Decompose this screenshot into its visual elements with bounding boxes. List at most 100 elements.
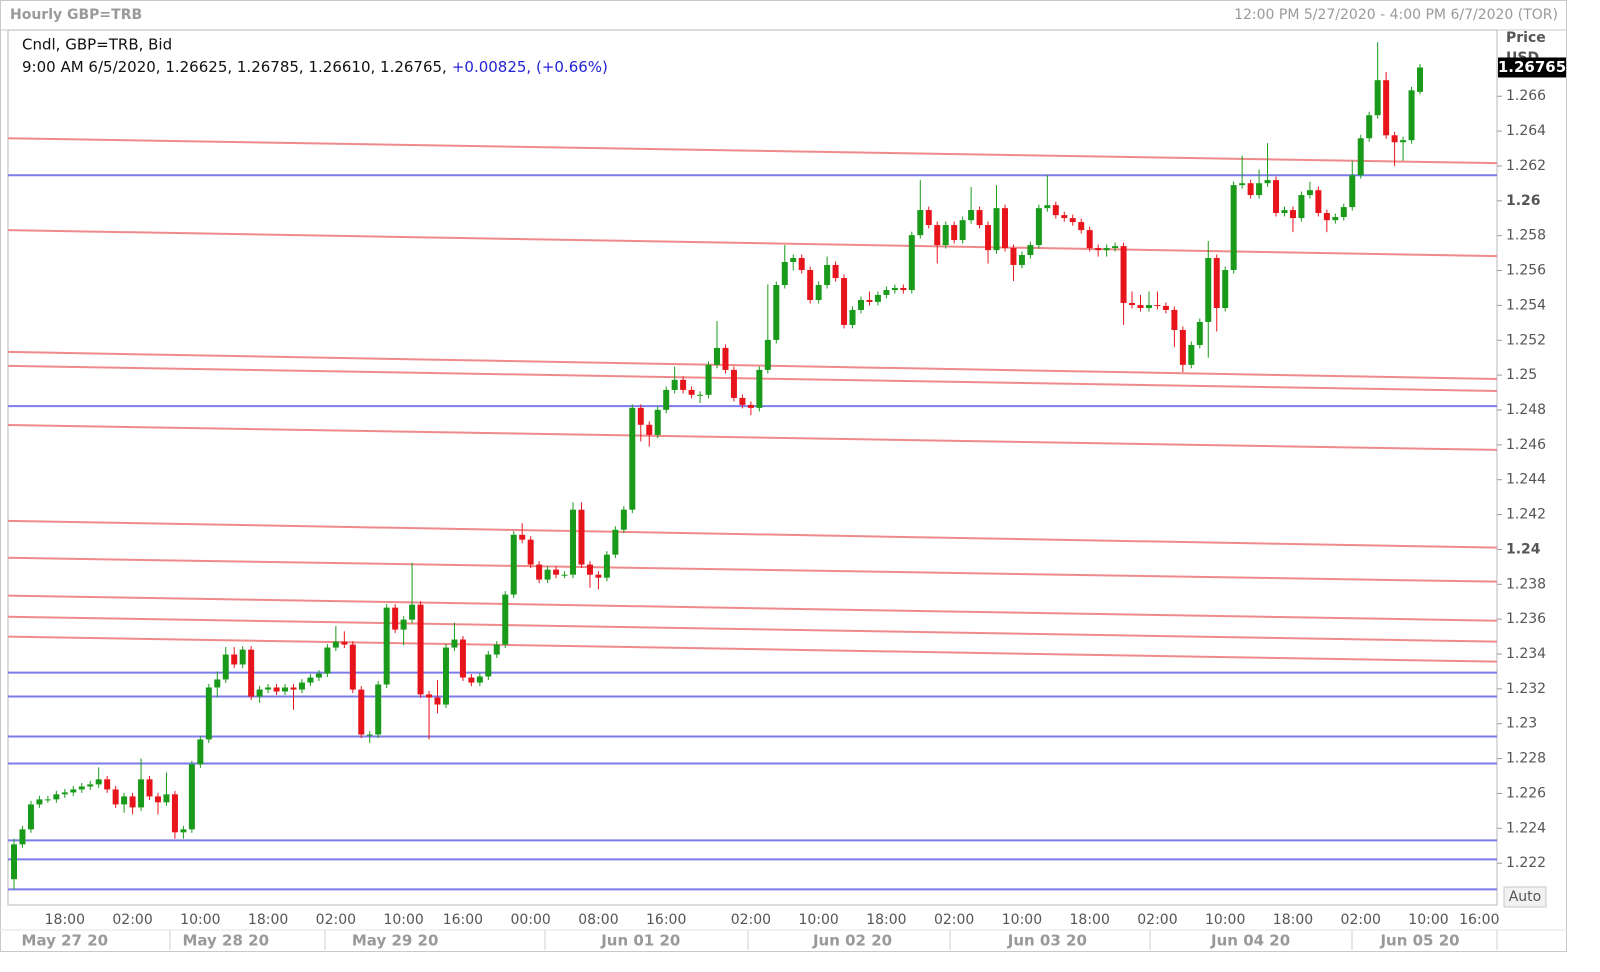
- candle-body: [908, 235, 915, 291]
- candle-body: [730, 369, 737, 398]
- candle-body: [231, 654, 238, 665]
- y-axis-label: Price: [1506, 30, 1546, 46]
- candle-body: [1357, 138, 1364, 176]
- candle-body: [1035, 208, 1042, 246]
- candle-body: [629, 407, 636, 510]
- candle-body: [824, 264, 831, 286]
- trendline: [7, 350, 1498, 380]
- candle-body: [578, 509, 585, 565]
- candle-body: [798, 257, 805, 271]
- candle-body: [993, 208, 1000, 251]
- range-label: 12:00 PM 5/27/2020 - 4:00 PM 6/7/2020 (T…: [1234, 7, 1558, 23]
- candle-body: [282, 687, 289, 692]
- candle-body: [917, 210, 924, 236]
- x-tick-label: 02:00: [1341, 912, 1381, 928]
- candle-body: [739, 397, 746, 405]
- candle-body: [222, 654, 229, 680]
- date-label: Jun 02 20: [812, 932, 892, 950]
- candle-body: [680, 379, 687, 390]
- y-tick-label: 1.266: [1506, 88, 1546, 104]
- y-tick-label: 1.234: [1506, 646, 1546, 662]
- candle-body: [1069, 218, 1076, 223]
- candle-body: [502, 594, 509, 645]
- candle-body: [1052, 205, 1059, 216]
- x-tick-label: 10:00: [383, 912, 423, 928]
- candle-body: [1391, 135, 1398, 143]
- candle-body: [951, 225, 958, 241]
- candle-body: [858, 299, 864, 310]
- candle-body: [493, 644, 500, 655]
- candle-body: [1018, 255, 1025, 265]
- candle-body: [171, 794, 178, 833]
- candle-body: [807, 270, 814, 300]
- candle-body: [1417, 67, 1424, 92]
- candle-body: [383, 607, 390, 685]
- candle-body: [27, 804, 34, 830]
- candle-body: [78, 786, 85, 790]
- candle-body: [1374, 80, 1381, 116]
- candle-body: [290, 687, 297, 690]
- x-tick-label: 02:00: [112, 912, 152, 928]
- date-label: Jun 01 20: [600, 932, 680, 950]
- candle-body: [315, 673, 322, 678]
- candle-body: [519, 534, 526, 540]
- legend-change: +0.00825, (+0.66%): [452, 58, 608, 76]
- candle-body: [1027, 245, 1034, 256]
- candle-body: [1112, 246, 1119, 249]
- candle-body: [756, 369, 763, 408]
- legend-ohlc: 9:00 AM 6/5/2020, 1.26625, 1.26785, 1.26…: [22, 58, 447, 76]
- candle-body: [1145, 305, 1152, 309]
- y-tick-label: 1.222: [1506, 855, 1546, 871]
- candle-body: [400, 619, 407, 630]
- candle-body: [1137, 305, 1144, 309]
- candle-body: [121, 796, 128, 805]
- candle-body: [375, 684, 382, 735]
- candle-body: [1281, 210, 1288, 214]
- candle-body: [129, 796, 136, 808]
- candle-body: [1044, 205, 1051, 209]
- candle-body: [1298, 195, 1305, 219]
- candle-body: [19, 829, 26, 845]
- last-price-box: [1498, 57, 1566, 78]
- candle-body: [459, 639, 466, 678]
- candle-body: [1188, 344, 1195, 365]
- candle-body: [44, 799, 51, 801]
- candle-body: [434, 697, 441, 705]
- auto-button-label[interactable]: Auto: [1509, 889, 1542, 905]
- candle-body: [832, 264, 839, 279]
- y-tick-label: 1.23: [1506, 716, 1537, 732]
- candle-body: [1095, 248, 1102, 251]
- x-tick-label: 18:00: [1070, 912, 1110, 928]
- candle-body: [1078, 222, 1085, 231]
- x-tick-label: 10:00: [180, 912, 220, 928]
- candle-body: [256, 689, 263, 697]
- candle-body: [36, 799, 43, 805]
- y-tick-label: 1.262: [1506, 158, 1546, 174]
- date-label: May 29 20: [352, 932, 439, 950]
- day-separators: [169, 930, 1498, 950]
- candle-body: [536, 564, 543, 580]
- candle-body: [934, 225, 941, 246]
- y-tick-label: 1.256: [1506, 263, 1546, 279]
- candle-body: [1349, 175, 1356, 208]
- candle-body: [417, 604, 424, 695]
- x-tick-label: 10:00: [1408, 912, 1448, 928]
- x-tick-label: 02:00: [731, 912, 771, 928]
- candle-body: [1323, 213, 1330, 221]
- candle-body: [1315, 190, 1322, 214]
- auto-button[interactable]: [1503, 886, 1547, 908]
- candle-body: [663, 389, 670, 410]
- candle-body: [1001, 208, 1008, 249]
- candle-body: [324, 647, 331, 674]
- x-tick-label: 18:00: [866, 912, 906, 928]
- candle-body: [1289, 210, 1296, 219]
- candle-body: [1010, 248, 1017, 265]
- candle-body: [1306, 190, 1313, 196]
- candle-body: [612, 529, 619, 555]
- candle-body: [510, 534, 517, 595]
- candle-body: [570, 509, 577, 575]
- candle-body: [1154, 305, 1161, 307]
- candle-body: [1239, 183, 1246, 186]
